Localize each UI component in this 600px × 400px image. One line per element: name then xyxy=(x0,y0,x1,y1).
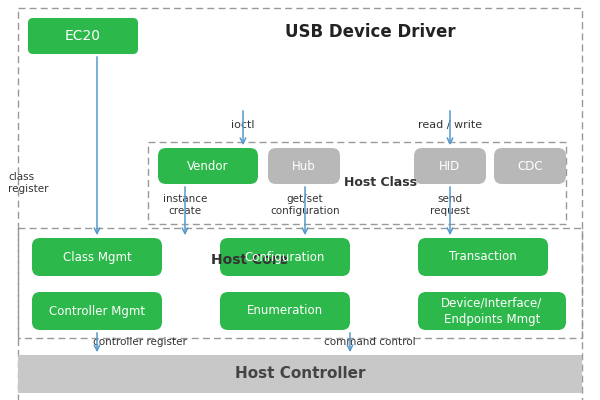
Text: USB Device Driver: USB Device Driver xyxy=(284,23,455,41)
FancyBboxPatch shape xyxy=(418,238,548,276)
Text: Host Class: Host Class xyxy=(343,176,416,190)
FancyBboxPatch shape xyxy=(414,148,486,184)
Text: command control: command control xyxy=(324,337,416,347)
Text: Enumeration: Enumeration xyxy=(247,304,323,318)
FancyBboxPatch shape xyxy=(268,148,340,184)
Bar xyxy=(18,355,582,393)
Text: HID: HID xyxy=(439,160,461,172)
FancyBboxPatch shape xyxy=(158,148,258,184)
FancyBboxPatch shape xyxy=(32,238,162,276)
FancyBboxPatch shape xyxy=(220,238,350,276)
Bar xyxy=(148,142,566,224)
Text: send
request: send request xyxy=(430,194,470,216)
Text: EC20: EC20 xyxy=(65,29,101,43)
FancyBboxPatch shape xyxy=(220,292,350,330)
Text: CDC: CDC xyxy=(517,160,543,172)
FancyBboxPatch shape xyxy=(418,292,566,330)
FancyBboxPatch shape xyxy=(32,292,162,330)
Text: instance
create: instance create xyxy=(163,194,207,216)
Text: Device/Interface/
Endpoints Mmgt: Device/Interface/ Endpoints Mmgt xyxy=(442,296,542,326)
Text: Host Controller: Host Controller xyxy=(235,366,365,382)
Text: class
register: class register xyxy=(8,172,49,194)
Text: Configuration: Configuration xyxy=(245,250,325,264)
Text: Class Mgmt: Class Mgmt xyxy=(62,250,131,264)
Text: ioctl: ioctl xyxy=(231,120,255,130)
FancyBboxPatch shape xyxy=(28,18,138,54)
FancyBboxPatch shape xyxy=(494,148,566,184)
Bar xyxy=(18,8,582,338)
Text: get/set
configuration: get/set configuration xyxy=(270,194,340,216)
Bar xyxy=(18,228,582,400)
Text: Host Core: Host Core xyxy=(211,253,289,267)
Text: Controller Mgmt: Controller Mgmt xyxy=(49,304,145,318)
Text: controller register: controller register xyxy=(93,337,187,347)
Text: read / write: read / write xyxy=(418,120,482,130)
Text: Vendor: Vendor xyxy=(187,160,229,172)
Text: Hub: Hub xyxy=(292,160,316,172)
Text: Transaction: Transaction xyxy=(449,250,517,264)
